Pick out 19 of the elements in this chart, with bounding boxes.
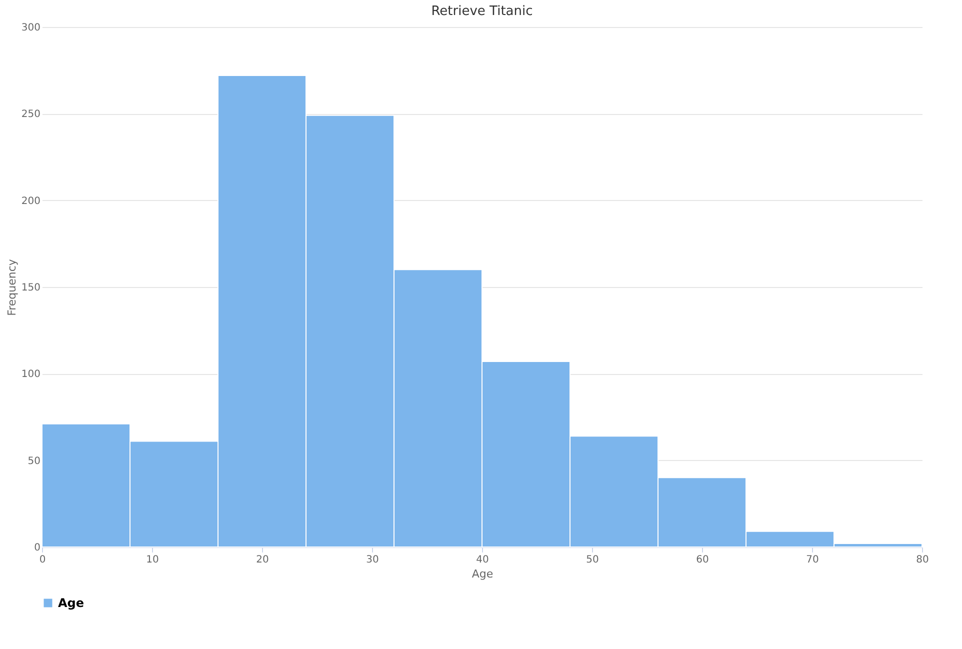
- x-axis-title: Age: [472, 568, 494, 580]
- y-tick-label: 100: [21, 369, 40, 380]
- y-tick-label: 0: [34, 542, 40, 554]
- y-axis-title: Frequency: [5, 258, 18, 316]
- x-tick-label: 60: [696, 554, 709, 566]
- x-tick-label: 50: [586, 554, 599, 566]
- x-tick-label: 30: [366, 554, 379, 566]
- chart-title: Retrieve Titanic: [431, 4, 533, 19]
- y-tick-label: 250: [21, 109, 40, 120]
- legend-label: Age: [58, 596, 84, 610]
- x-tick-label: 10: [146, 554, 159, 566]
- x-tick-label: 40: [476, 554, 489, 566]
- x-tick-label: 80: [916, 554, 929, 566]
- x-tick-label: 20: [256, 554, 269, 566]
- y-tick-label: 150: [21, 282, 40, 294]
- y-tick-label: 200: [21, 196, 40, 207]
- y-tick-label: 50: [28, 456, 40, 467]
- x-tick-label: 70: [806, 554, 819, 566]
- y-tick-label: 300: [21, 22, 40, 34]
